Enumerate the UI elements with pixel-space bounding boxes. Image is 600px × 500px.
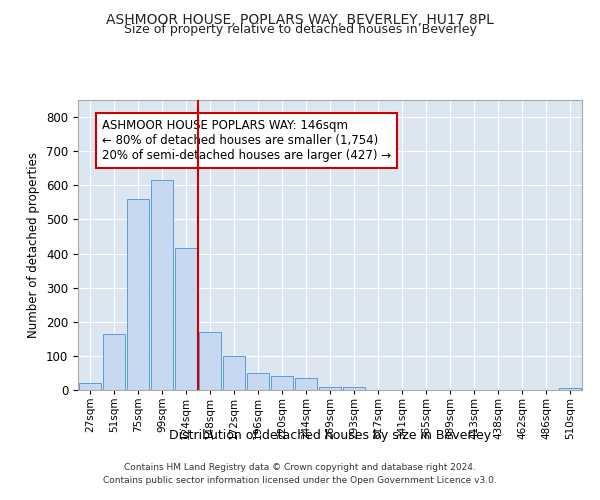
Text: Contains HM Land Registry data © Crown copyright and database right 2024.: Contains HM Land Registry data © Crown c… — [124, 464, 476, 472]
Bar — [319, 386, 341, 390]
Bar — [175, 248, 197, 390]
Bar — [271, 376, 293, 390]
Bar — [127, 199, 149, 390]
Bar — [295, 378, 317, 390]
Text: Distribution of detached houses by size in Beverley: Distribution of detached houses by size … — [169, 428, 491, 442]
Bar — [223, 356, 245, 390]
Y-axis label: Number of detached properties: Number of detached properties — [28, 152, 40, 338]
Bar — [199, 332, 221, 390]
Bar — [103, 334, 125, 390]
Bar — [79, 383, 101, 390]
Bar — [151, 180, 173, 390]
Text: ASHMOOR HOUSE, POPLARS WAY, BEVERLEY, HU17 8PL: ASHMOOR HOUSE, POPLARS WAY, BEVERLEY, HU… — [106, 12, 494, 26]
Bar — [247, 373, 269, 390]
Text: Contains public sector information licensed under the Open Government Licence v3: Contains public sector information licen… — [103, 476, 497, 485]
Text: Size of property relative to detached houses in Beverley: Size of property relative to detached ho… — [124, 22, 476, 36]
Bar — [559, 388, 581, 390]
Bar — [343, 386, 365, 390]
Text: ASHMOOR HOUSE POPLARS WAY: 146sqm
← 80% of detached houses are smaller (1,754)
2: ASHMOOR HOUSE POPLARS WAY: 146sqm ← 80% … — [102, 119, 391, 162]
